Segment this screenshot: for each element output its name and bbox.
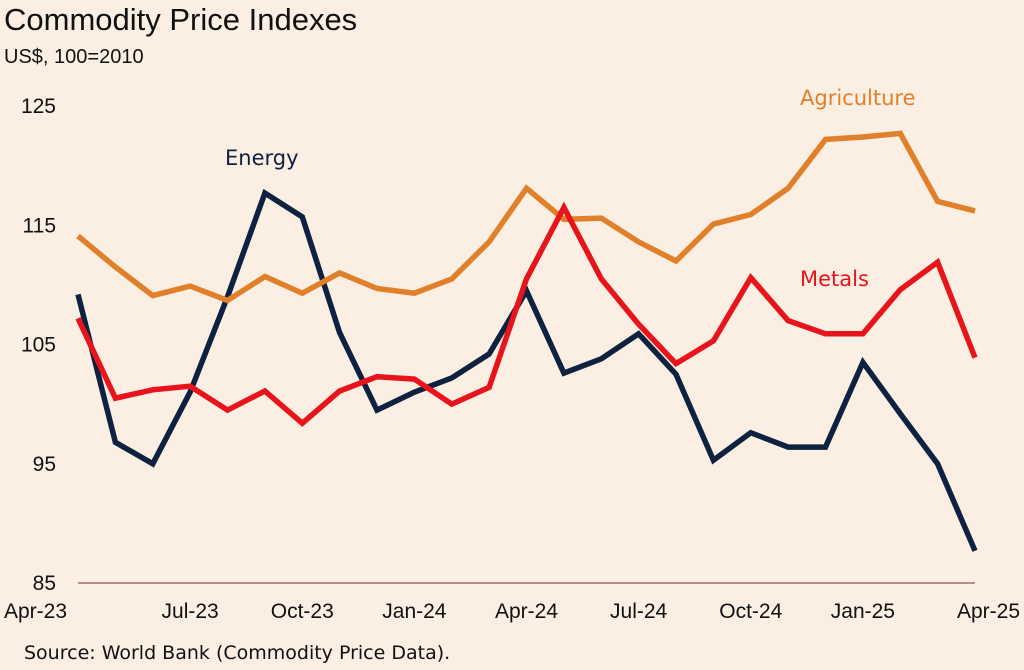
- series-label-energy: Energy: [225, 146, 299, 170]
- y-tick-label: 95: [33, 453, 56, 476]
- x-tick-label: Oct-24: [719, 600, 782, 623]
- x-tick-label: Jul-23: [162, 600, 219, 623]
- x-tick-label: Apr-23: [4, 600, 67, 623]
- series-label-agriculture: Agriculture: [800, 86, 916, 110]
- x-tick-label: Apr-24: [495, 600, 558, 623]
- y-tick-label: 105: [21, 334, 56, 357]
- series-label-metals: Metals: [800, 267, 869, 291]
- series-line-energy: [75, 188, 978, 552]
- y-tick-label: 125: [21, 95, 56, 118]
- series-line-metals: [75, 201, 978, 427]
- chart-subtitle: US$, 100=2010: [4, 46, 144, 68]
- x-tick-label: Apr-25: [957, 600, 1020, 623]
- y-tick-label: 115: [23, 214, 56, 237]
- x-tick-label: Oct-23: [271, 600, 334, 623]
- series-line-agriculture: [76, 130, 976, 304]
- source-note: Source: World Bank (Commodity Price Data…: [24, 642, 451, 664]
- x-tick-label: Jan-25: [831, 600, 895, 623]
- chart-title: Commodity Price Indexes: [4, 2, 358, 37]
- x-tick-label: Jan-24: [382, 600, 447, 623]
- y-tick-label: 85: [33, 572, 56, 595]
- x-tick-label: Jul-24: [610, 600, 668, 623]
